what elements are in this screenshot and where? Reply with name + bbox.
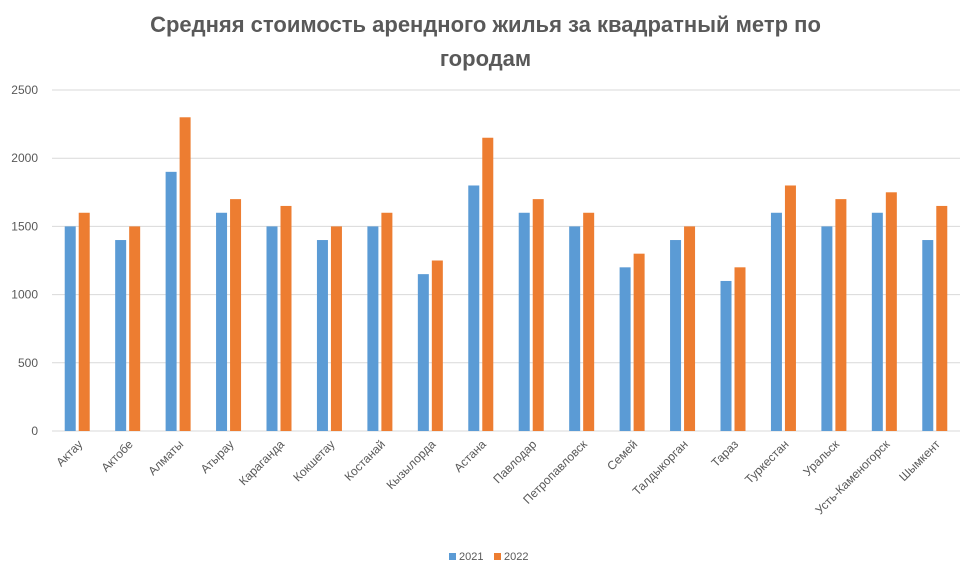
gridlines <box>52 89 960 432</box>
bar-2022-Усть-Каменогорск <box>885 192 897 431</box>
bar-2022-Кызылорда <box>431 260 443 431</box>
legend-label-2022: 2022 <box>504 551 528 563</box>
bar-2022-Туркестан <box>784 185 796 431</box>
chart-title-line-2: городам <box>439 46 532 71</box>
x-category-label: Актау <box>53 437 85 469</box>
bar-2021-Шымкент <box>922 240 934 431</box>
chart-title-line-1: Средняя стоимость арендного жилья за ква… <box>150 12 821 37</box>
bar-2021-Алматы <box>165 171 177 431</box>
x-category-label: Тараз <box>708 437 741 470</box>
x-category-label: Туркестан <box>742 437 791 486</box>
bar-2021-Атырау <box>216 212 228 431</box>
bar-2021-Туркестан <box>770 212 782 431</box>
bar-2021-Караганда <box>266 226 278 431</box>
y-tick-label: 500 <box>18 356 38 370</box>
legend-label-2021: 2021 <box>459 551 483 563</box>
x-category-label: Павлодар <box>490 437 539 486</box>
bar-2022-Шымкент <box>936 205 948 431</box>
bar-2022-Алматы <box>179 117 191 431</box>
x-category-label: Семей <box>604 437 640 473</box>
x-category-label: Астана <box>451 437 489 475</box>
x-category-label: Караганда <box>236 437 287 488</box>
x-category-label: Костанай <box>342 437 388 483</box>
bar-2021-Талдыкорган <box>670 240 682 431</box>
chart-title: Средняя стоимость арендного жилья за ква… <box>0 8 971 76</box>
bar-2022-Актобе <box>129 226 141 431</box>
y-tick-label: 0 <box>31 424 38 438</box>
x-category-label: Кокшетау <box>290 437 337 484</box>
bar-2022-Тараз <box>734 267 746 431</box>
x-axis-category-labels: Актау Актобе Алматы Атырау Караганда Кокшетау… <box>53 437 943 518</box>
x-category-label: Шымкент <box>896 437 943 484</box>
bar-2022-Уральск <box>835 199 847 431</box>
bar-2021-Кокшетау <box>316 240 328 431</box>
bar-2021-Семей <box>619 267 631 431</box>
y-tick-label: 2500 <box>11 83 38 97</box>
y-axis-tick-labels: 0 500 1000 1500 2000 2500 <box>11 83 38 438</box>
bar-2021-Актобе <box>115 240 127 431</box>
x-category-label: Уральск <box>800 437 842 479</box>
bar-2022-Кокшетау <box>330 226 342 431</box>
bar-2021-Тараз <box>720 280 732 431</box>
bar-2022-Караганда <box>280 205 292 431</box>
bar-2021-Кызылорда <box>417 274 429 431</box>
legend-swatch-2022 <box>494 553 501 560</box>
bar-2021-Актау <box>64 226 76 431</box>
bar-2022-Актау <box>78 212 90 431</box>
bar-2022-Павлодар <box>532 199 544 431</box>
bar-2021-Павлодар <box>518 212 530 431</box>
bar-2021-Костанай <box>367 226 379 431</box>
x-category-label: Кызылорда <box>384 437 439 492</box>
bar-2021-Петропавловск <box>569 226 581 431</box>
bar-2022-Семей <box>633 253 645 431</box>
x-category-label: Атырау <box>198 437 237 476</box>
bar-2021-Уральск <box>821 226 833 431</box>
bar-2022-Астана <box>482 137 494 432</box>
bar-2022-Талдыкорган <box>684 226 696 431</box>
bar-2022-Атырау <box>230 199 242 431</box>
bar-2021-Астана <box>468 185 480 431</box>
y-tick-label: 2000 <box>11 151 38 165</box>
y-tick-label: 1000 <box>11 288 38 302</box>
y-tick-label: 1500 <box>11 219 38 233</box>
bars <box>64 117 948 432</box>
bar-2022-Костанай <box>381 212 393 431</box>
bar-2021-Усть-Каменогорск <box>871 212 883 431</box>
legend: 2021 2022 <box>449 551 528 563</box>
x-category-label: Актобе <box>98 437 136 475</box>
bar-2022-Петропавловск <box>583 212 595 431</box>
legend-swatch-2021 <box>449 553 456 560</box>
x-category-label: Алматы <box>145 437 186 478</box>
